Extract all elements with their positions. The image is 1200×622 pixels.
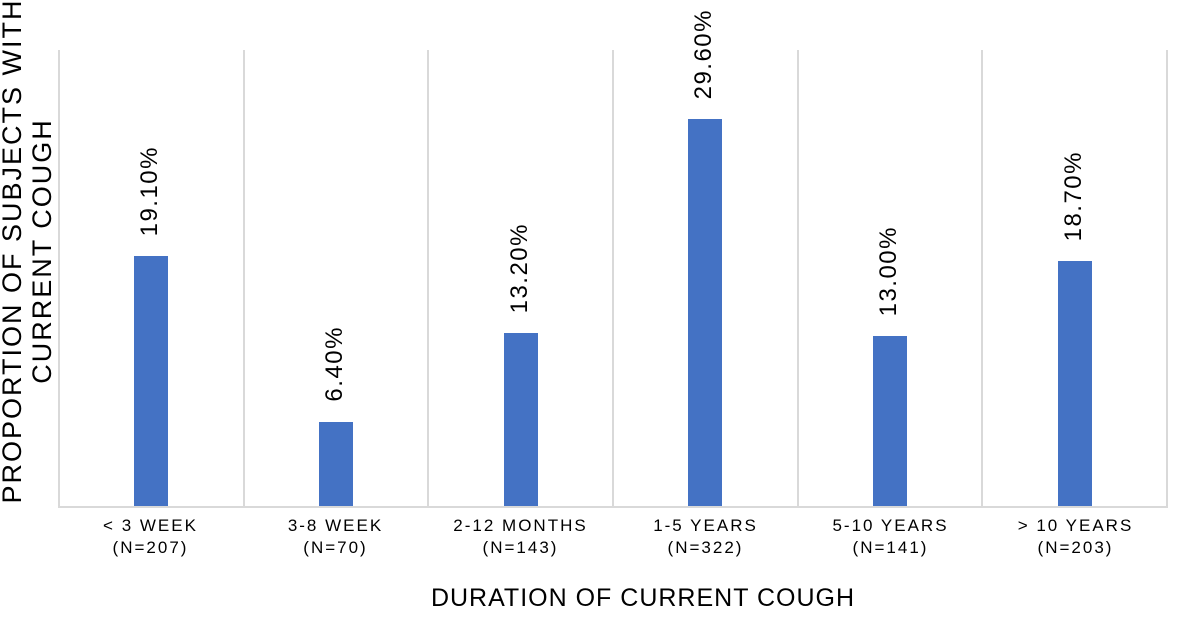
- x-tick-category: < 3 WEEK: [103, 516, 198, 535]
- x-tick-label: 2-12 MONTHS (N=143): [428, 515, 613, 559]
- x-tick-label: 1-5 YEARS (N=322): [613, 515, 798, 559]
- bar-value-label: 13.20%: [505, 222, 533, 313]
- x-tick-category: 1-5 YEARS: [653, 516, 758, 535]
- category-panel: 6.40%: [245, 50, 430, 506]
- bar-value-label: 19.10%: [136, 145, 164, 236]
- category-panel: 19.10%: [60, 50, 245, 506]
- x-tick-label: 3-8 WEEK (N=70): [243, 515, 428, 559]
- bar-value-label: 18.70%: [1059, 150, 1087, 241]
- bar-value-label: 6.40%: [321, 326, 348, 402]
- category-panel: 13.20%: [429, 50, 615, 506]
- x-tick-category: 5-10 YEARS: [832, 516, 949, 535]
- x-axis-tick-labels: < 3 WEEK (N=207) 3-8 WEEK (N=70) 2-12 MONTHS…: [58, 515, 1168, 559]
- y-axis-title: PROPORTION OF SUBJECTS WITH CURRENT COUG…: [0, 0, 57, 504]
- x-tick-n-count: (N=141): [852, 538, 929, 557]
- x-tick-n-count: (N=70): [303, 538, 368, 557]
- bar: [503, 333, 538, 506]
- x-tick-category: > 10 YEARS: [1017, 516, 1134, 535]
- x-tick-label: > 10 YEARS (N=203): [983, 515, 1168, 559]
- bar: [1057, 261, 1092, 506]
- x-tick-n-count: (N=143): [482, 538, 559, 557]
- x-tick-n-count: (N=207): [112, 538, 189, 557]
- bar: [873, 336, 908, 506]
- plot-area: 19.10% 6.40% 13.20% 29.60% 13.00% 18.70%: [58, 9, 1169, 508]
- x-tick-label: 5-10 YEARS (N=141): [798, 515, 983, 559]
- category-panel: 13.00%: [799, 50, 984, 506]
- x-axis-title: DURATION OF CURRENT COUGH: [430, 584, 856, 612]
- category-panel: 18.70%: [983, 50, 1169, 506]
- category-panel: 29.60%: [614, 9, 799, 506]
- bar: [319, 422, 353, 506]
- x-tick-n-count: (N=203): [1037, 538, 1114, 557]
- x-tick-label: < 3 WEEK (N=207): [58, 515, 243, 559]
- bar-value-label: 13.00%: [875, 225, 903, 316]
- bar: [688, 119, 723, 506]
- x-tick-category: 2-12 MONTHS: [453, 516, 588, 535]
- bar: [134, 256, 169, 506]
- x-tick-category: 3-8 WEEK: [287, 516, 384, 535]
- x-tick-n-count: (N=322): [667, 538, 744, 557]
- bar-value-label: 29.60%: [690, 8, 718, 99]
